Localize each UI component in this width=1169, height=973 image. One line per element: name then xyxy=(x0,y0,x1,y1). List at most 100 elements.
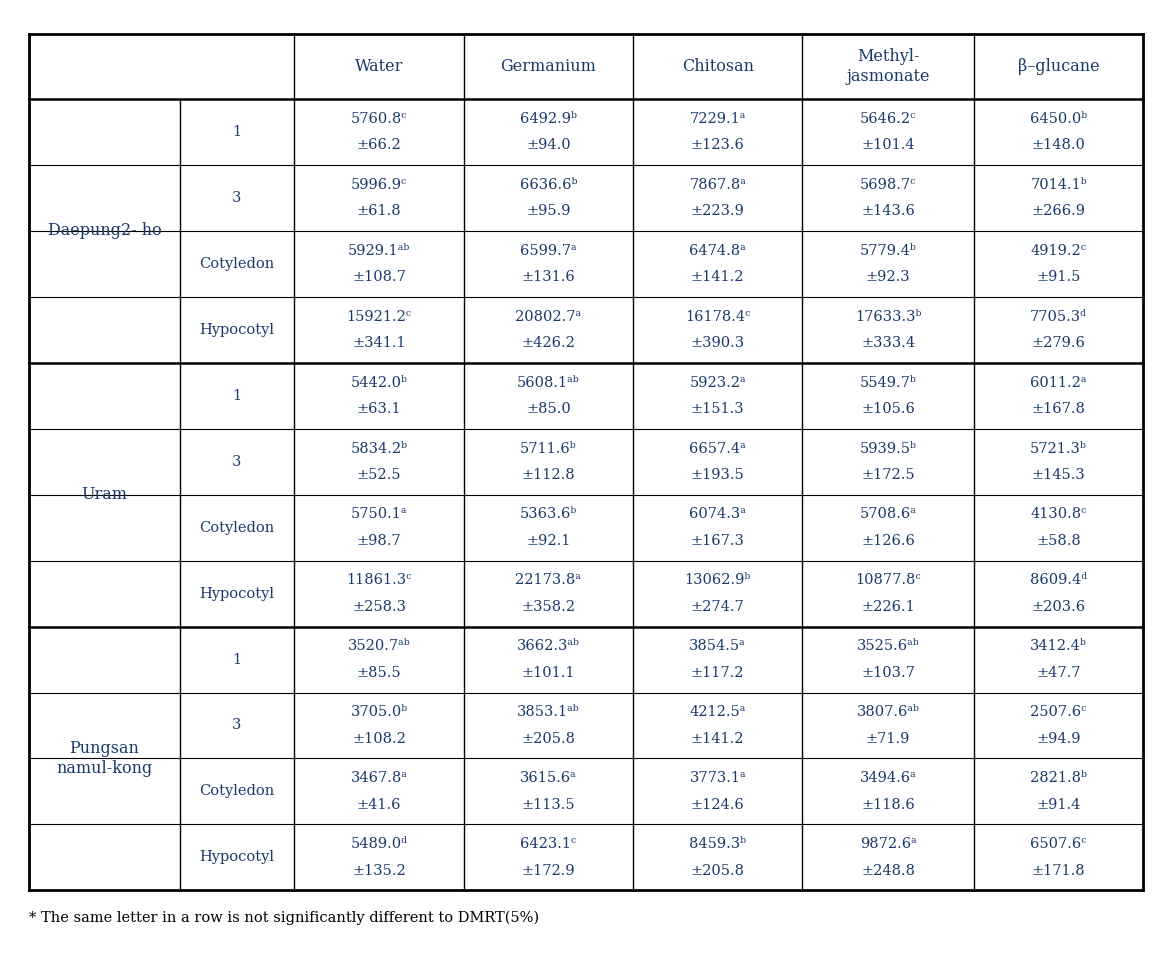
Text: ±126.6: ±126.6 xyxy=(862,534,915,548)
Text: ±66.2: ±66.2 xyxy=(357,138,401,153)
Text: 3520.7ᵃᵇ: 3520.7ᵃᵇ xyxy=(347,639,410,653)
Text: ±63.1: ±63.1 xyxy=(357,402,401,416)
Text: 11861.3ᶜ: 11861.3ᶜ xyxy=(346,573,411,588)
Text: ±85.0: ±85.0 xyxy=(526,402,570,416)
Text: ±112.8: ±112.8 xyxy=(521,468,575,482)
Text: 5708.6ᵃ: 5708.6ᵃ xyxy=(859,508,916,522)
Text: 8609.4ᵈ: 8609.4ᵈ xyxy=(1030,573,1087,588)
Text: ±141.2: ±141.2 xyxy=(691,270,745,284)
Text: 6011.2ᵃ: 6011.2ᵃ xyxy=(1030,376,1087,389)
Text: 2821.8ᵇ: 2821.8ᵇ xyxy=(1030,772,1087,785)
Text: ±118.6: ±118.6 xyxy=(862,798,915,811)
Text: 8459.3ᵇ: 8459.3ᵇ xyxy=(690,837,746,851)
Text: ±108.7: ±108.7 xyxy=(352,270,406,284)
Text: ±341.1: ±341.1 xyxy=(352,336,406,350)
Text: ±258.3: ±258.3 xyxy=(352,599,406,614)
Text: 5923.2ᵃ: 5923.2ᵃ xyxy=(690,376,746,389)
Text: 7229.1ᵃ: 7229.1ᵃ xyxy=(690,112,746,126)
Text: 6450.0ᵇ: 6450.0ᵇ xyxy=(1030,112,1087,126)
Text: 6474.8ᵃ: 6474.8ᵃ xyxy=(690,244,746,258)
Text: 5698.7ᶜ: 5698.7ᶜ xyxy=(860,178,916,192)
Text: ±167.8: ±167.8 xyxy=(1032,402,1086,416)
Text: 5711.6ᵇ: 5711.6ᵇ xyxy=(520,442,576,455)
Text: 6492.9ᵇ: 6492.9ᵇ xyxy=(520,112,576,126)
Text: β–glucane: β–glucane xyxy=(1018,58,1099,75)
Text: ±148.0: ±148.0 xyxy=(1032,138,1086,153)
Text: 1: 1 xyxy=(233,653,242,667)
Text: ±172.5: ±172.5 xyxy=(862,468,915,482)
Text: Water: Water xyxy=(355,58,403,75)
Text: 5363.6ᵇ: 5363.6ᵇ xyxy=(520,508,577,522)
Text: ±108.2: ±108.2 xyxy=(352,732,406,745)
Text: 7705.3ᵈ: 7705.3ᵈ xyxy=(1030,309,1087,324)
Text: 3467.8ᵃ: 3467.8ᵃ xyxy=(351,772,408,785)
Text: ±172.9: ±172.9 xyxy=(521,863,575,878)
Text: 5442.0ᵇ: 5442.0ᵇ xyxy=(351,376,408,389)
Text: ±143.6: ±143.6 xyxy=(862,204,915,218)
Text: 4212.5ᵃ: 4212.5ᵃ xyxy=(690,705,746,719)
Text: ±124.6: ±124.6 xyxy=(691,798,745,811)
Text: 3494.6ᵃ: 3494.6ᵃ xyxy=(859,772,916,785)
Text: 3: 3 xyxy=(233,454,242,469)
Text: ±123.6: ±123.6 xyxy=(691,138,745,153)
Text: ±135.2: ±135.2 xyxy=(352,863,406,878)
Text: ±91.5: ±91.5 xyxy=(1037,270,1081,284)
Text: 5939.5ᵇ: 5939.5ᵇ xyxy=(859,442,916,455)
Text: ±95.9: ±95.9 xyxy=(526,204,570,218)
Text: ±131.6: ±131.6 xyxy=(521,270,575,284)
Text: ±426.2: ±426.2 xyxy=(521,336,575,350)
Text: 16178.4ᶜ: 16178.4ᶜ xyxy=(685,309,750,324)
Text: ±105.6: ±105.6 xyxy=(862,402,915,416)
Text: 5779.4ᵇ: 5779.4ᵇ xyxy=(859,244,916,258)
Text: 1: 1 xyxy=(233,389,242,403)
Text: 5646.2ᶜ: 5646.2ᶜ xyxy=(860,112,916,126)
Text: ±223.9: ±223.9 xyxy=(691,204,745,218)
Text: 17633.3ᵇ: 17633.3ᵇ xyxy=(855,309,921,324)
Text: ±61.8: ±61.8 xyxy=(357,204,401,218)
Text: ±358.2: ±358.2 xyxy=(521,599,575,614)
Text: 6599.7ᵃ: 6599.7ᵃ xyxy=(520,244,576,258)
Text: 9872.6ᵃ: 9872.6ᵃ xyxy=(859,837,916,851)
Text: 2507.6ᶜ: 2507.6ᶜ xyxy=(1031,705,1087,719)
Text: 6507.6ᶜ: 6507.6ᶜ xyxy=(1030,837,1087,851)
Text: 3: 3 xyxy=(233,191,242,205)
Text: 3525.6ᵃᵇ: 3525.6ᵃᵇ xyxy=(857,639,920,653)
Text: ±266.9: ±266.9 xyxy=(1031,204,1086,218)
Text: Germanium: Germanium xyxy=(500,58,596,75)
Text: ±279.6: ±279.6 xyxy=(1032,336,1086,350)
Text: ±151.3: ±151.3 xyxy=(691,402,745,416)
Text: 3807.6ᵃᵇ: 3807.6ᵃᵇ xyxy=(857,705,920,719)
Text: ±92.1: ±92.1 xyxy=(526,534,570,548)
Text: ±333.4: ±333.4 xyxy=(862,336,915,350)
Text: 3662.3ᵃᵇ: 3662.3ᵃᵇ xyxy=(517,639,580,653)
Text: ±390.3: ±390.3 xyxy=(691,336,745,350)
Text: 3853.1ᵃᵇ: 3853.1ᵃᵇ xyxy=(517,705,580,719)
Text: 3412.4ᵇ: 3412.4ᵇ xyxy=(1030,639,1087,653)
Text: ±203.6: ±203.6 xyxy=(1031,599,1086,614)
Text: 5489.0ᵈ: 5489.0ᵈ xyxy=(351,837,408,851)
Text: 4130.8ᶜ: 4130.8ᶜ xyxy=(1031,508,1087,522)
Text: ±41.6: ±41.6 xyxy=(357,798,401,811)
Text: 7014.1ᵇ: 7014.1ᵇ xyxy=(1030,178,1087,192)
Text: Cotyledon: Cotyledon xyxy=(200,784,275,799)
Text: 10877.8ᶜ: 10877.8ᶜ xyxy=(856,573,921,588)
Text: 3705.0ᵇ: 3705.0ᵇ xyxy=(351,705,408,719)
Text: ±71.9: ±71.9 xyxy=(866,732,911,745)
Text: ±248.8: ±248.8 xyxy=(862,863,915,878)
Text: 7867.8ᵃ: 7867.8ᵃ xyxy=(690,178,746,192)
Text: * The same letter in a row is not significantly different to DMRT(5%): * The same letter in a row is not signif… xyxy=(29,911,539,924)
Text: ±145.3: ±145.3 xyxy=(1032,468,1086,482)
Text: 6657.4ᵃ: 6657.4ᵃ xyxy=(690,442,746,455)
Text: ±52.5: ±52.5 xyxy=(357,468,401,482)
Text: 15921.2ᶜ: 15921.2ᶜ xyxy=(346,309,411,324)
Text: Hypocotyl: Hypocotyl xyxy=(200,323,275,337)
Text: 3: 3 xyxy=(233,718,242,733)
Text: ±85.5: ±85.5 xyxy=(357,666,401,680)
Text: 5608.1ᵃᵇ: 5608.1ᵃᵇ xyxy=(517,376,580,389)
Text: ±226.1: ±226.1 xyxy=(862,599,915,614)
Text: 5834.2ᵇ: 5834.2ᵇ xyxy=(351,442,408,455)
Text: ±91.4: ±91.4 xyxy=(1037,798,1081,811)
Text: 5929.1ᵃᵇ: 5929.1ᵃᵇ xyxy=(348,244,410,258)
Text: 3615.6ᵃ: 3615.6ᵃ xyxy=(520,772,576,785)
Text: Pungsan
namul-kong: Pungsan namul-kong xyxy=(56,740,152,776)
